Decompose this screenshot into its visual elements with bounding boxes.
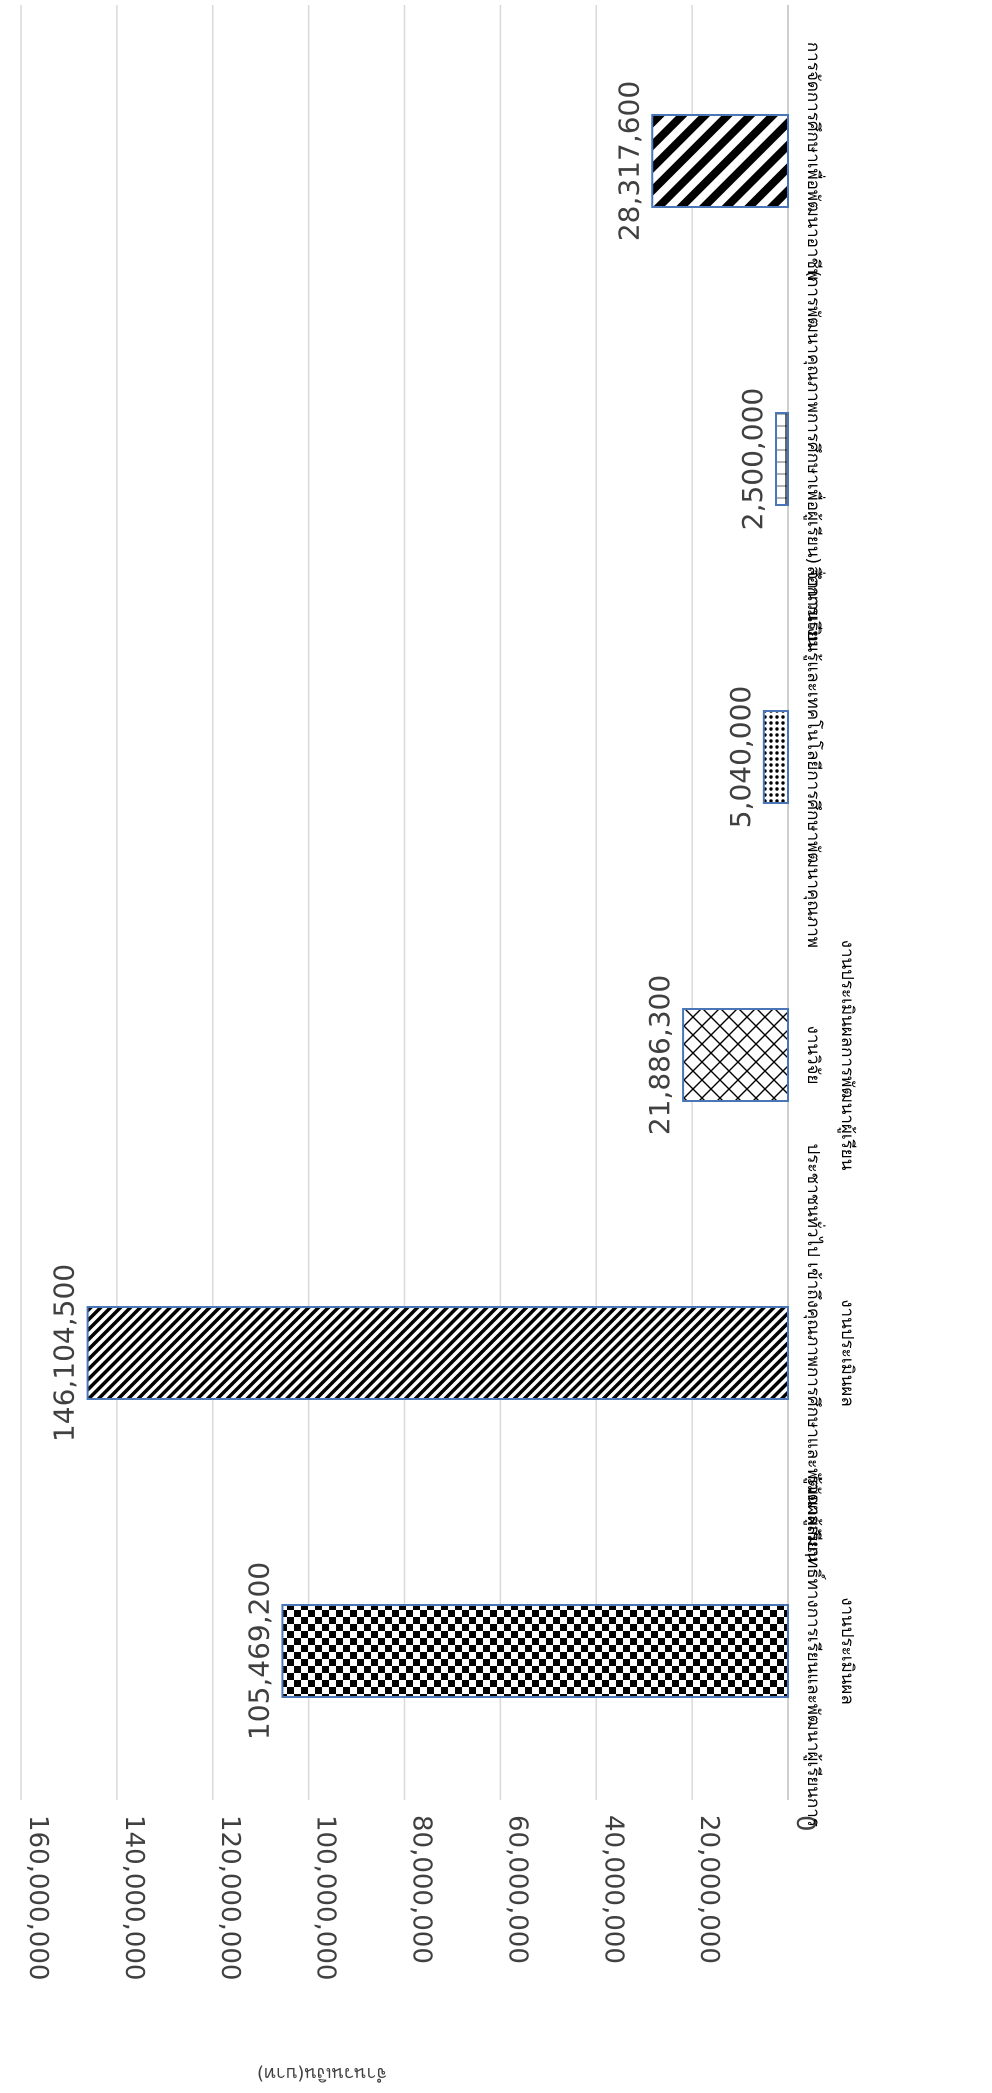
y-tick-label: 60,000,000 (502, 1815, 532, 1964)
category-label: งานประเมินผลการพัฒนาผู้เรียน (837, 940, 857, 1171)
data-label: 28,317,600 (612, 81, 645, 241)
y-tick-label: 40,000,000 (598, 1815, 628, 1964)
bars (86, 114, 789, 1698)
category-label: งานวิจัย (803, 1026, 823, 1085)
category-label: รู้วัดผลสัมฤทธิ์ทางการเรียนและพัฒนาผู้เร… (803, 1475, 826, 1827)
data-label: 146,104,500 (48, 1264, 81, 1442)
y-axis-title: จำนวนเงิน(บาท) (257, 2063, 387, 2084)
bar (86, 1306, 789, 1400)
y-axis-ticks: 0 20,000,000 40,000,000 60,000,000 80,000,00… (23, 1815, 820, 1980)
category-label: งานประเมินผล (837, 1597, 857, 1705)
category-label: ประชาชนทั่วไป เข้าถึงคุณภาพการศึกษาและพั… (803, 1144, 826, 1563)
category-labels: รู้วัดผลสัมฤทธิ์ทางการเรียนและพัฒนาผู้เร… (803, 42, 857, 1827)
data-label: 5,040,000 (724, 686, 757, 829)
bar (281, 1604, 789, 1698)
bar (762, 710, 789, 804)
data-labels: 105,469,200 146,104,500 21,886,300 5,040,00… (48, 81, 769, 1740)
category-label: (การพัฒนาคุณภาพการศึกษาเพื่อผู้เรียน) จำ… (803, 270, 826, 647)
bar (682, 1008, 789, 1102)
y-tick-label: 100,000,000 (311, 1815, 341, 1980)
y-tick-label: 20,000,000 (694, 1815, 724, 1964)
bar (651, 114, 789, 208)
data-label: 105,469,200 (242, 1562, 275, 1740)
y-tick-label: 120,000,000 (215, 1815, 245, 1980)
y-tick-label: 160,000,000 (23, 1815, 53, 1980)
y-tick-label: 0 (790, 1815, 820, 1832)
bar (775, 412, 789, 506)
y-tick-label: 140,000,000 (119, 1815, 149, 1980)
category-label: สื่อการเรียนรู้และเทคโนโลยีการศึกษาพัฒนา… (803, 566, 826, 948)
gridlines (20, 5, 789, 1800)
category-label: งานประเมินผล (837, 1299, 857, 1407)
category-label: การจัดการศึกษาเพื่อพัฒนาอาชีพ (803, 42, 826, 280)
data-label: 21,886,300 (643, 975, 676, 1135)
data-label: 2,500,000 (736, 388, 769, 531)
y-tick-label: 80,000,000 (407, 1815, 437, 1964)
